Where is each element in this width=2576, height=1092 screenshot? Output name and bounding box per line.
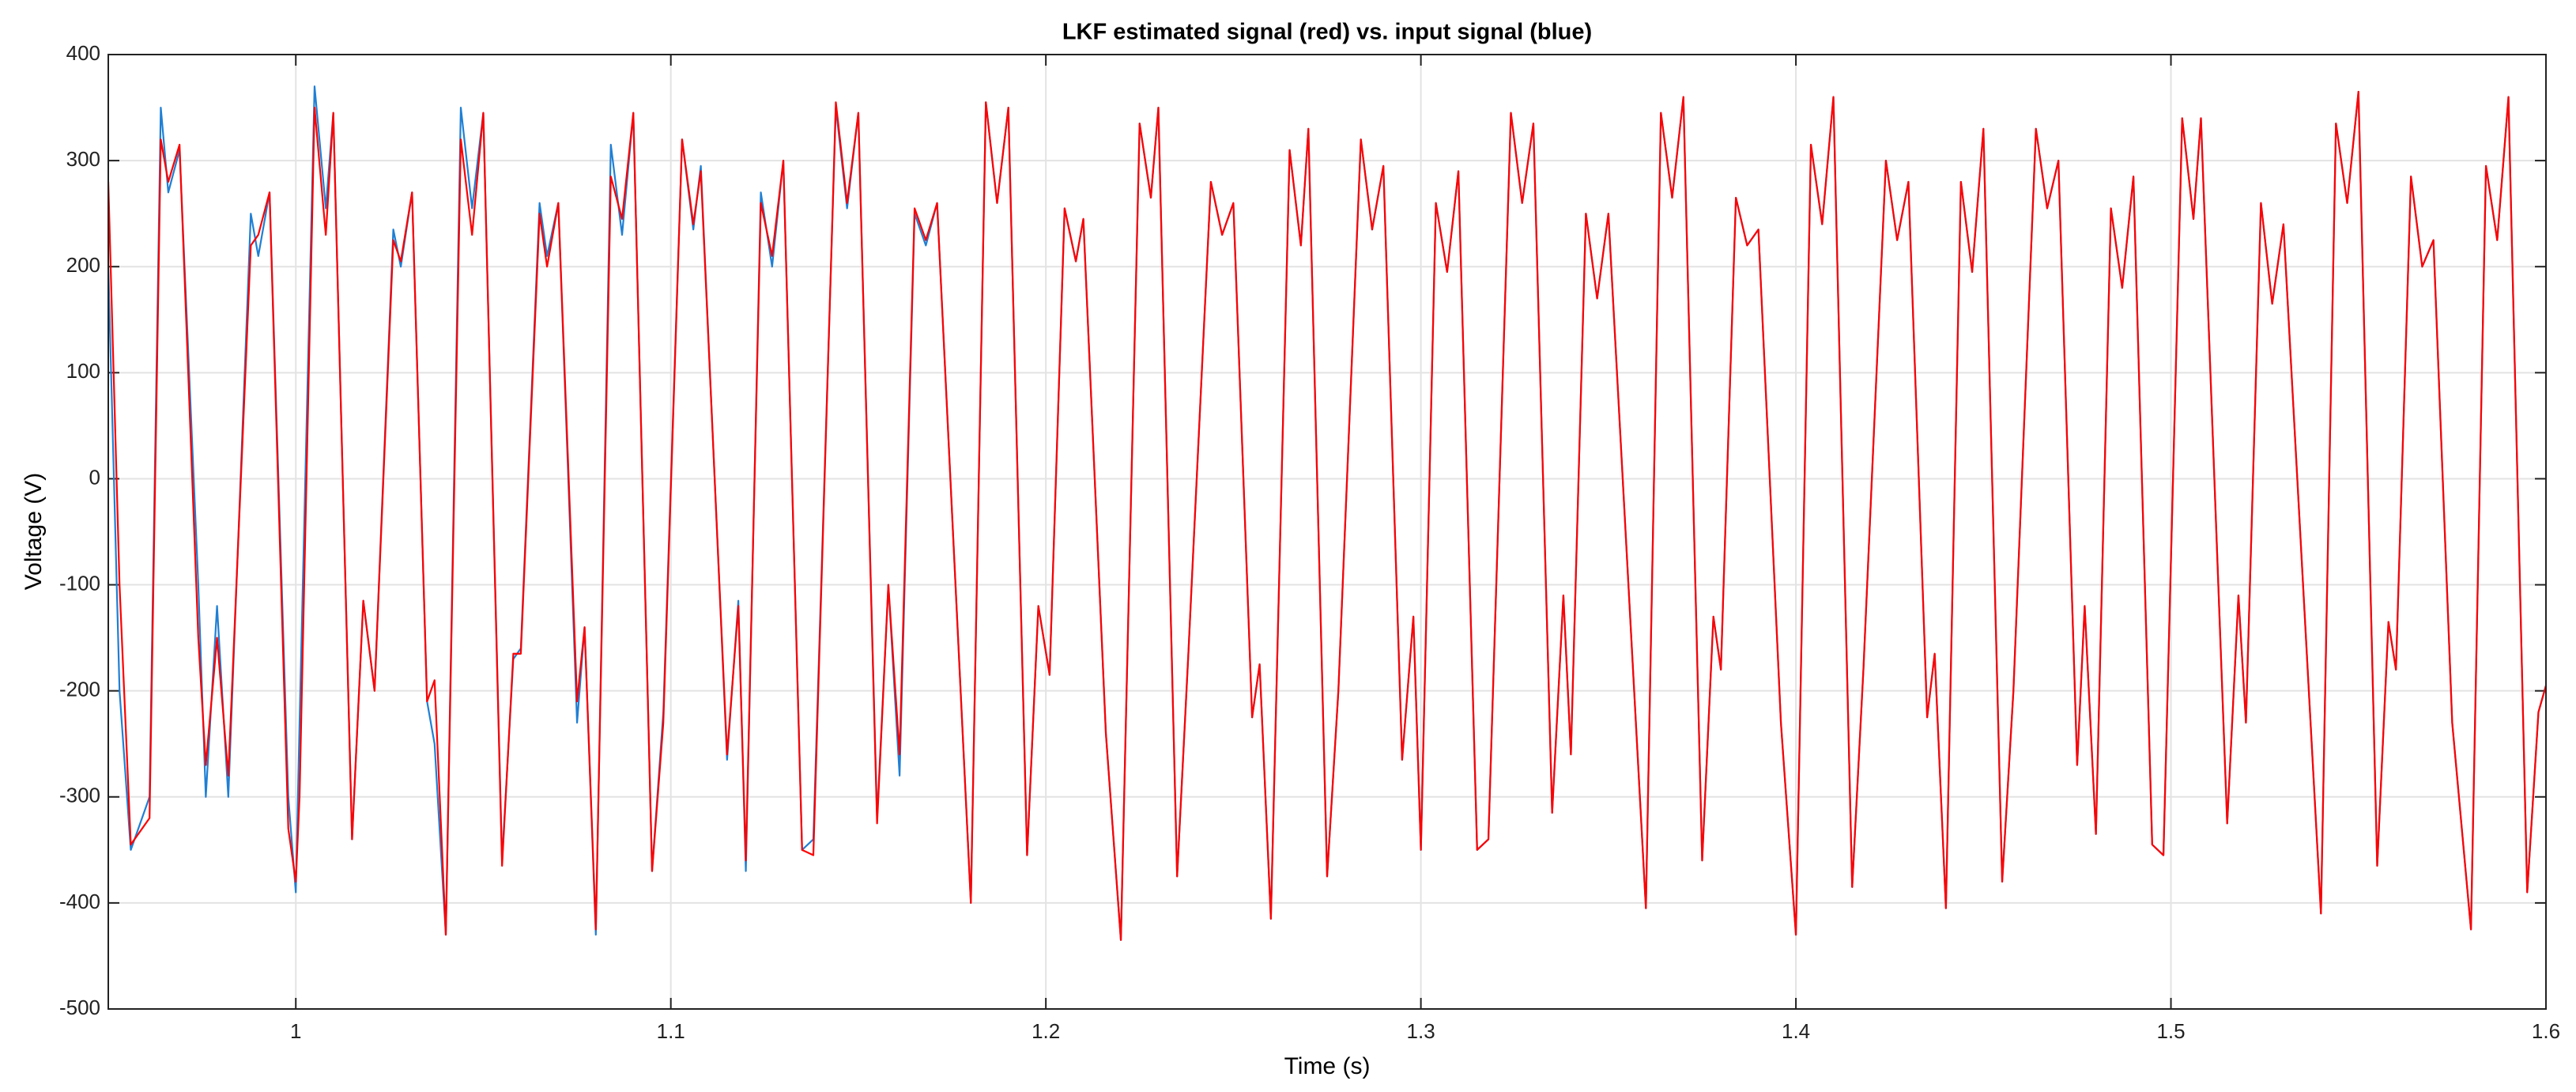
y-tick-label: -100 bbox=[59, 571, 100, 595]
y-tick-label: -400 bbox=[59, 890, 100, 913]
x-tick-label: 1.5 bbox=[2156, 1019, 2185, 1043]
x-tick-label: 1.2 bbox=[1032, 1019, 1060, 1043]
chart-title: LKF estimated signal (red) vs. input sig… bbox=[1062, 20, 1592, 45]
plot-frame bbox=[107, 54, 2547, 1010]
x-tick-label: 1.6 bbox=[2532, 1019, 2560, 1043]
x-tick-label: 1.1 bbox=[657, 1019, 685, 1043]
y-tick-label: 400 bbox=[66, 41, 100, 65]
x-tick-label: 1.3 bbox=[1407, 1019, 1435, 1043]
y-axis-label: Voltage (V) bbox=[21, 473, 47, 590]
x-tick-label: 1 bbox=[290, 1019, 301, 1043]
y-tick-label: -500 bbox=[59, 996, 100, 1019]
y-tick-label: 100 bbox=[66, 359, 100, 383]
y-tick-label: 200 bbox=[66, 253, 100, 277]
y-tick-label: 0 bbox=[89, 465, 100, 489]
x-tick-label: 1.4 bbox=[1782, 1019, 1810, 1043]
series-line bbox=[108, 90, 2546, 941]
y-tick-label: 300 bbox=[66, 147, 100, 171]
y-tick-label: -300 bbox=[59, 784, 100, 807]
y-tick-label: -200 bbox=[59, 678, 100, 701]
x-axis-label: Time (s) bbox=[1284, 1053, 1371, 1079]
